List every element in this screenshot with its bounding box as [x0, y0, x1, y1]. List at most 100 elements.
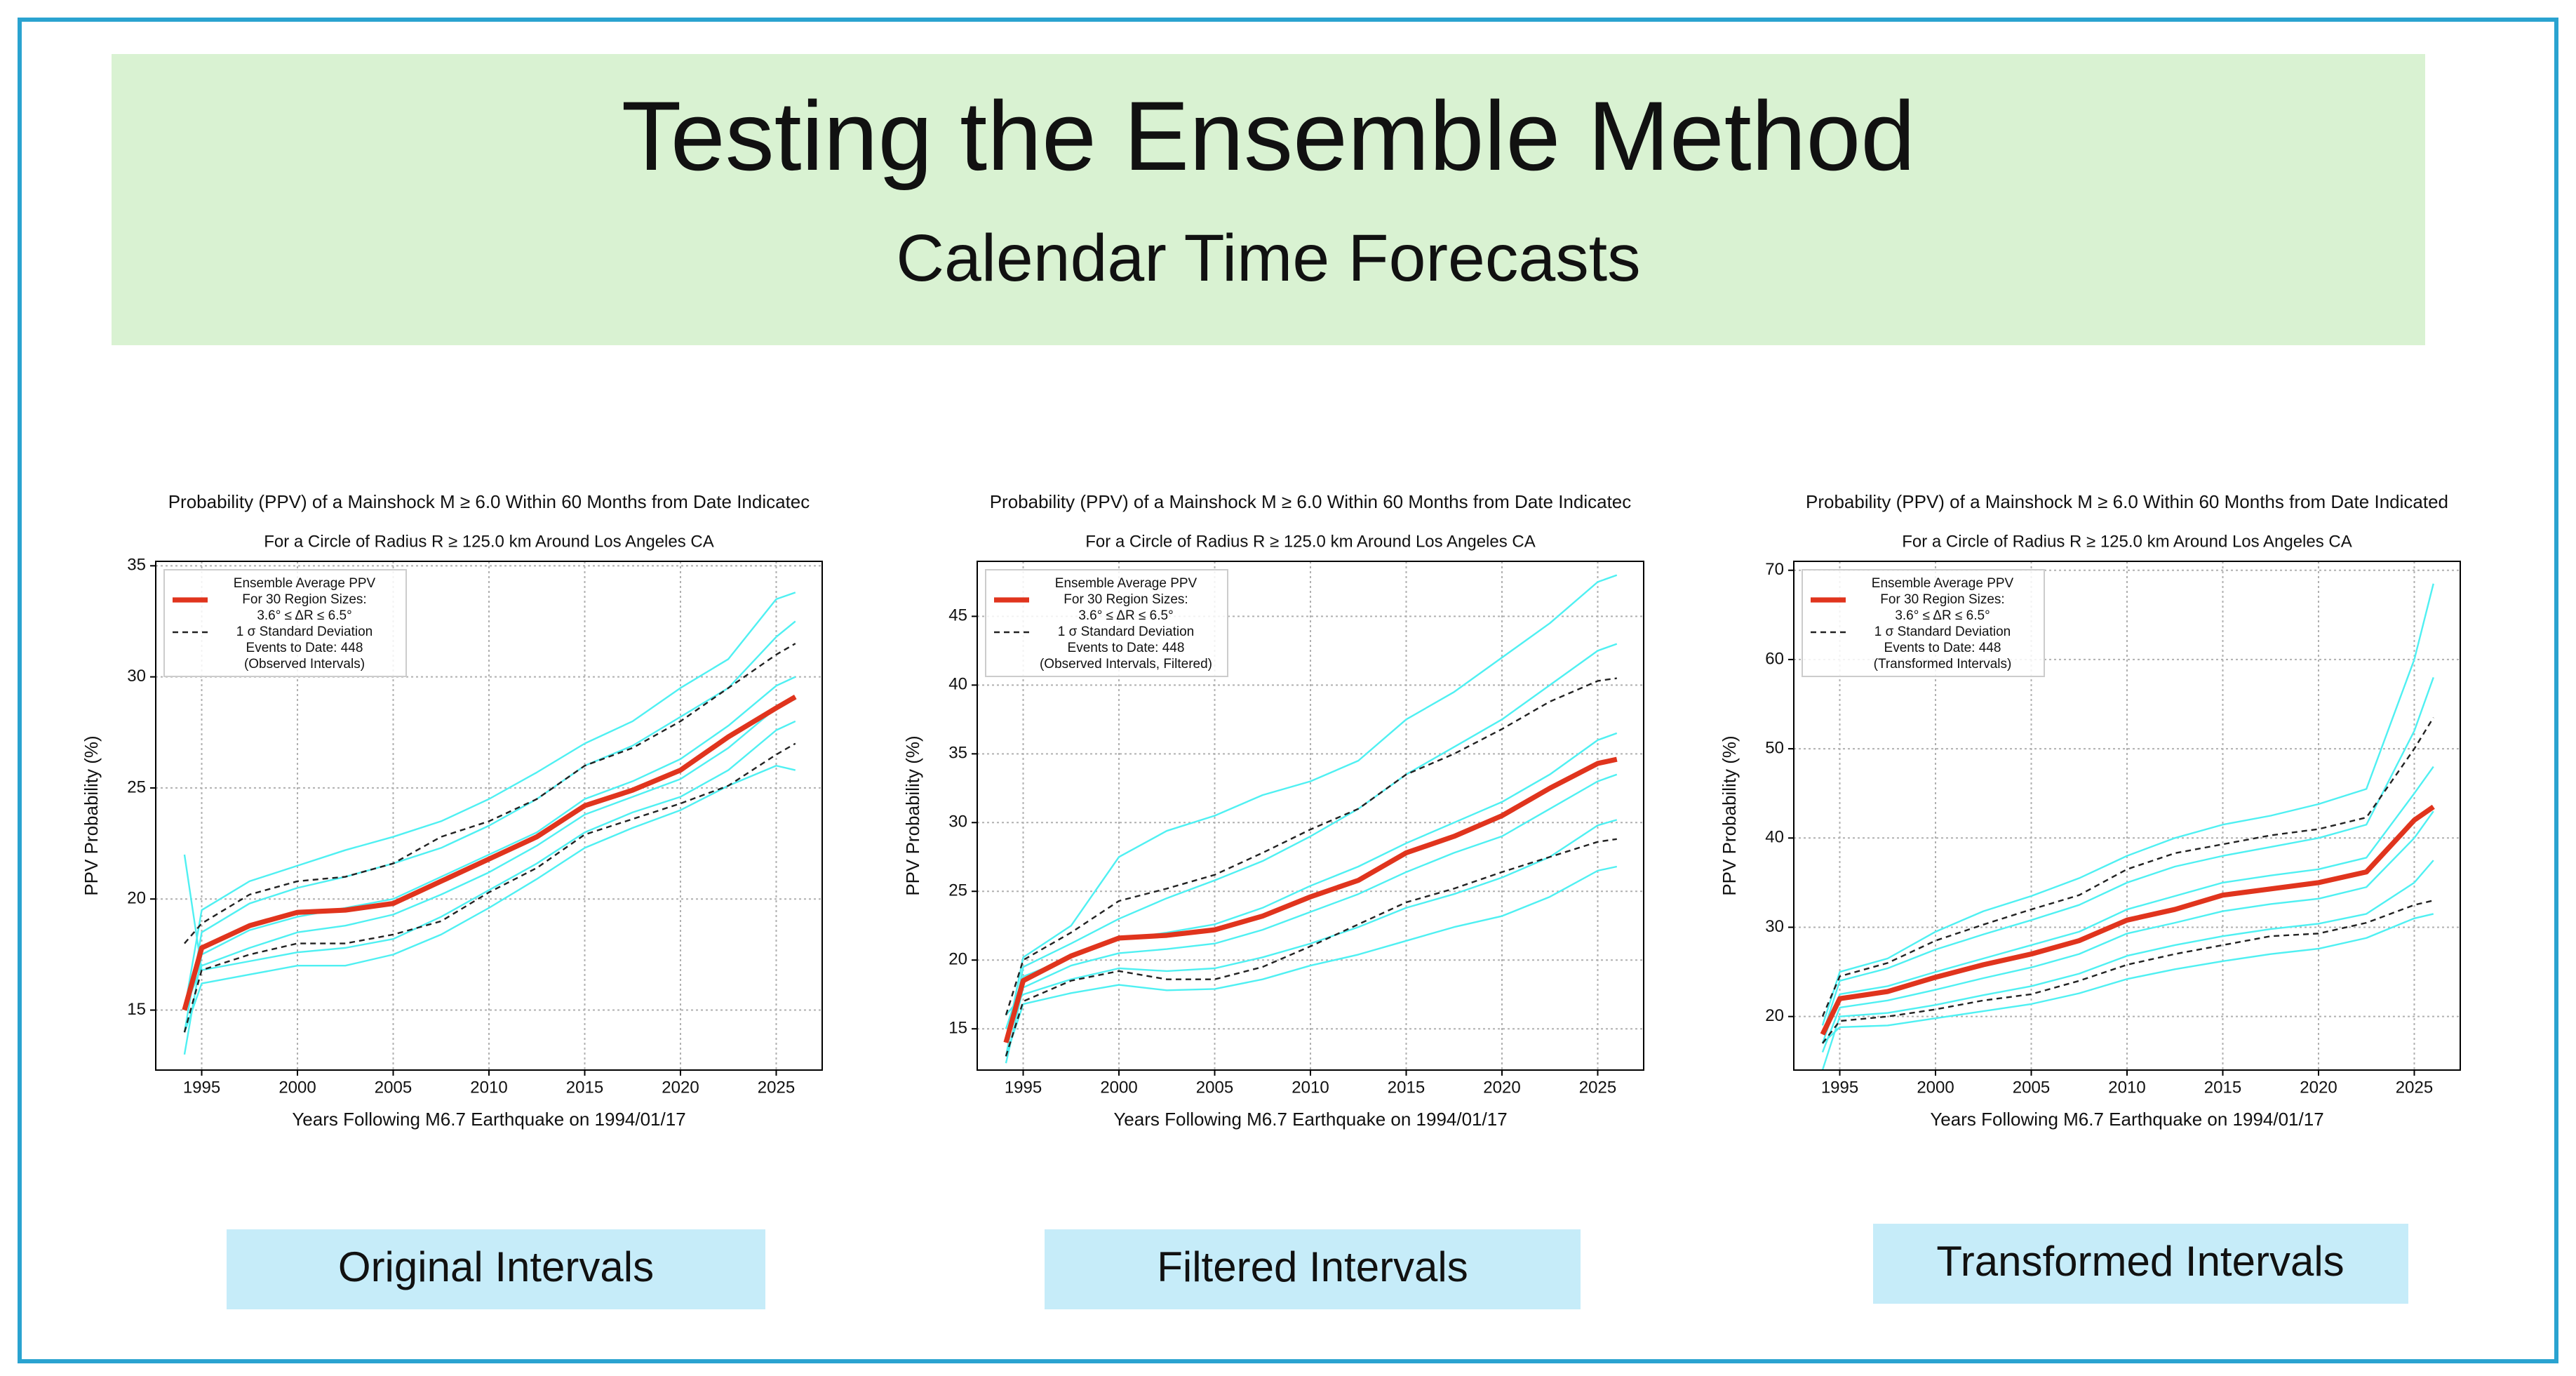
x-tick-label: 2025 — [1579, 1078, 1616, 1097]
x-tick-label: 2015 — [566, 1078, 603, 1097]
chart: Probability (PPV) of a Mainshock M ≥ 6.0… — [81, 491, 823, 1130]
header-box — [112, 54, 2425, 345]
legend-label: For 30 Region Sizes: — [242, 592, 366, 607]
series-line — [1005, 643, 1618, 1057]
x-tick-label: 2015 — [1388, 1078, 1425, 1097]
legend-label: 3.6° ≤ ΔR ≤ 6.5° — [1895, 608, 1990, 623]
caption: Transformed Intervals — [1936, 1238, 2344, 1285]
legend-label: Ensemble Average PPV — [234, 576, 376, 591]
series-line — [1821, 766, 2434, 1044]
chart: Probability (PPV) of a Mainshock M ≥ 6.0… — [1719, 491, 2461, 1130]
series-line — [1005, 574, 1618, 1043]
series-line — [1005, 838, 1617, 1057]
caption-box — [1873, 1224, 2408, 1304]
y-tick-label: 15 — [948, 1019, 967, 1038]
legend-label: For 30 Region Sizes: — [1880, 592, 2004, 607]
y-tick-label: 50 — [1765, 738, 1784, 757]
caption: Original Intervals — [338, 1243, 654, 1290]
x-tick-label: 1995 — [1821, 1078, 1858, 1097]
chart-title: Probability (PPV) of a Mainshock M ≥ 6.0… — [168, 491, 810, 512]
x-tick-label: 2000 — [1917, 1078, 1954, 1097]
y-tick-label: 20 — [1765, 1006, 1784, 1025]
series-line — [183, 676, 796, 1055]
series-line — [1821, 716, 2434, 1017]
y-tick-label: 25 — [948, 881, 967, 900]
series-line — [1821, 860, 2434, 1071]
series-line — [1005, 865, 1618, 1057]
series-line — [1822, 913, 2434, 1044]
x-tick-label: 2020 — [662, 1078, 699, 1097]
y-tick-label: 30 — [1765, 917, 1784, 936]
y-tick-label: 40 — [948, 675, 967, 694]
x-tick-label: 2000 — [1100, 1078, 1137, 1097]
chart-title: Probability (PPV) of a Mainshock M ≥ 6.0… — [1806, 491, 2448, 512]
y-tick-label: 60 — [1765, 649, 1784, 668]
legend-box — [1802, 569, 2045, 677]
y-tick-label: 35 — [948, 744, 967, 763]
series-line — [182, 695, 797, 1011]
y-axis-label: PPV Probability (%) — [902, 735, 923, 895]
x-tick-label: 2000 — [279, 1078, 316, 1097]
plot-frame — [155, 561, 823, 1071]
legend-box — [163, 569, 407, 677]
x-tick-label: 2015 — [2204, 1078, 2241, 1097]
x-tick-label: 2010 — [2108, 1078, 2145, 1097]
x-tick-label: 2010 — [470, 1078, 507, 1097]
y-axis-label: PPV Probability (%) — [1719, 735, 1740, 895]
x-tick-label: 2025 — [2396, 1078, 2433, 1097]
legend-note: Events to Date: 448 — [1884, 641, 2001, 655]
legend-label: For 30 Region Sizes: — [1064, 592, 1188, 607]
series-line — [1821, 676, 2434, 1035]
series-line — [1005, 677, 1617, 1015]
y-tick-label: 40 — [1765, 828, 1784, 847]
y-tick-label: 30 — [127, 667, 146, 686]
series-line — [1005, 819, 1618, 1016]
legend-label: 3.6° ≤ ΔR ≤ 6.5° — [257, 608, 351, 623]
series-line — [1821, 583, 2434, 1026]
caption: Filtered Intervals — [1157, 1243, 1468, 1290]
chart: Probability (PPV) of a Mainshock M ≥ 6.0… — [902, 491, 1644, 1130]
y-tick-label: 45 — [948, 606, 967, 625]
y-tick-label: 20 — [948, 950, 967, 969]
legend-note: Events to Date: 448 — [1068, 641, 1185, 655]
y-axis-label: PPV Probability (%) — [81, 735, 102, 895]
legend-label: Ensemble Average PPV — [1055, 576, 1198, 591]
legend-label: 1 σ Standard Deviation — [1874, 624, 2011, 639]
y-tick-label: 15 — [127, 1000, 146, 1019]
legend-label: 1 σ Standard Deviation — [1058, 624, 1194, 639]
x-tick-label: 1995 — [183, 1078, 220, 1097]
series-line — [183, 742, 796, 1033]
series-line — [1005, 773, 1618, 1064]
y-tick-label: 20 — [127, 889, 146, 908]
series-line — [1003, 756, 1618, 1043]
plot-frame — [977, 561, 1644, 1071]
legend-box — [985, 569, 1228, 677]
x-tick-label: 2020 — [2300, 1078, 2337, 1097]
caption-box — [227, 1229, 765, 1309]
series-line — [183, 698, 796, 1010]
series-line — [1821, 900, 2434, 1044]
legend-label: 3.6° ≤ ΔR ≤ 6.5° — [1078, 608, 1173, 623]
series-line — [183, 592, 796, 1010]
chart-subtitle: For a Circle of Radius R ≥ 125.0 km Arou… — [1902, 532, 2352, 551]
slide-subtitle: Calendar Time Forecasts — [896, 221, 1640, 295]
legend-note: (Observed Intervals) — [244, 657, 365, 672]
y-tick-label: 30 — [948, 813, 967, 831]
chart-subtitle: For a Circle of Radius R ≥ 125.0 km Arou… — [264, 532, 713, 551]
series-line — [183, 765, 796, 1033]
series-line — [183, 620, 796, 1033]
legend-label: Ensemble Average PPV — [1872, 576, 2014, 591]
x-tick-label: 2010 — [1292, 1078, 1329, 1097]
y-tick-label: 70 — [1765, 560, 1784, 579]
x-axis-label: Years Following M6.7 Earthquake on 1994/… — [292, 1109, 685, 1130]
series-line — [1820, 804, 2435, 1036]
x-tick-label: 2025 — [758, 1078, 795, 1097]
chart-title: Probability (PPV) of a Mainshock M ≥ 6.0… — [990, 491, 1632, 512]
series-line — [184, 643, 796, 944]
chart-subtitle: For a Circle of Radius R ≥ 125.0 km Arou… — [1085, 532, 1535, 551]
x-tick-label: 2005 — [1196, 1078, 1233, 1097]
